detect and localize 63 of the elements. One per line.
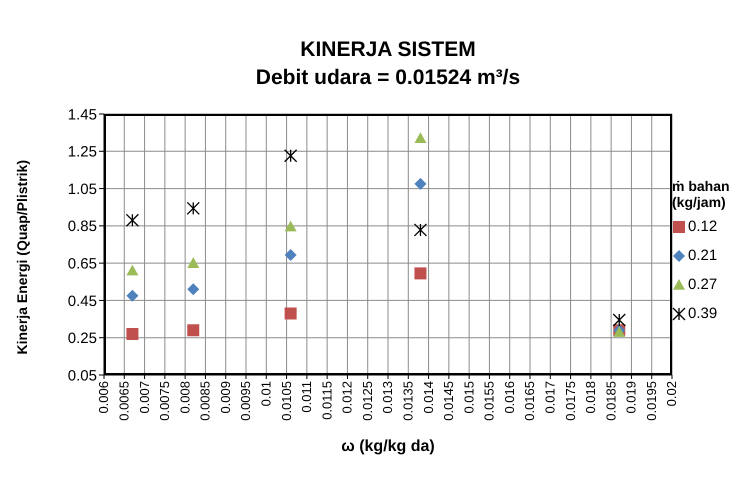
- x-tick-label: 0.0115: [319, 381, 334, 420]
- y-tick-label: 0.45: [68, 292, 97, 310]
- point: [284, 248, 297, 261]
- point: [612, 313, 626, 327]
- x-tick-label: 0.019: [624, 381, 639, 414]
- x-tick-label: 0.0175: [562, 381, 578, 421]
- x-tick-label: 0.0105: [278, 381, 294, 421]
- y-tick-label: 1.25: [68, 144, 97, 161]
- y-axis-title: Kinerja Energi (Quap/Plistrik): [14, 160, 30, 354]
- point: [414, 267, 426, 280]
- x-tick-label: 0.014: [420, 381, 436, 414]
- x-tick-label: 0.0135: [400, 381, 416, 421]
- point: [284, 149, 298, 162]
- x-tick-label: 0.012: [340, 381, 355, 414]
- y-tick-label: 1.05: [68, 180, 97, 198]
- x-tick-label: 0.02: [664, 381, 680, 406]
- x-tick-label: 0.007: [136, 381, 152, 414]
- y-tick-label: 0.85: [68, 218, 97, 236]
- y-tick-label: 0.65: [68, 255, 97, 272]
- x-tick-label: 0.017: [542, 381, 558, 414]
- x-axis-title: ω (kg/kg da): [341, 438, 435, 455]
- legend-label: 0.39: [688, 305, 718, 322]
- y-tick-label: 0.25: [68, 330, 97, 348]
- x-tick-label: 0.011: [299, 381, 314, 413]
- x-tick-label: 0.009: [218, 381, 233, 414]
- point: [126, 264, 138, 276]
- point: [284, 307, 297, 320]
- point: [187, 324, 200, 336]
- point: [414, 132, 426, 144]
- x-tick-label: 0.016: [502, 381, 517, 414]
- legend-label: 0.12: [688, 218, 718, 235]
- point: [126, 214, 140, 227]
- point: [414, 223, 428, 237]
- x-tick-label: 0.0185: [603, 381, 618, 421]
- point: [414, 178, 426, 190]
- x-tick-label: 0.008: [177, 381, 192, 414]
- legend-label: 0.21: [688, 247, 718, 264]
- x-tick-label: 0.0195: [644, 381, 659, 421]
- point: [284, 220, 297, 232]
- y-tick-label: 0.05: [68, 367, 97, 384]
- x-tick-label: 0.0085: [198, 381, 213, 421]
- x-tick-label: 0.0095: [238, 381, 254, 421]
- x-tick-label: 0.0075: [157, 381, 172, 421]
- x-tick-label: 0.01: [258, 381, 274, 406]
- y-tick-label: 1.45: [68, 106, 97, 124]
- x-tick-label: 0.006: [96, 381, 112, 414]
- x-tick-label: 0.0165: [522, 381, 538, 421]
- x-tick-label: 0.0155: [482, 381, 497, 421]
- point: [187, 283, 200, 296]
- point: [126, 290, 138, 302]
- x-tick-label: 0.0125: [360, 381, 375, 421]
- legend-title: ṁ bahan (kg/jam): [672, 178, 731, 210]
- x-tick-label: 0.018: [583, 381, 598, 414]
- x-tick-label: 0.013: [380, 381, 396, 414]
- chart-title: KINERJA SISTEM: [299, 37, 477, 63]
- point: [187, 257, 200, 268]
- point: [126, 328, 138, 340]
- x-tick-label: 0.0145: [441, 381, 456, 421]
- point: [186, 202, 200, 215]
- x-tick-label: 0.0065: [116, 381, 132, 421]
- legend-label: 0.27: [688, 276, 718, 293]
- chart-subtitle: Debit udara = 0.01524 m³/s: [254, 65, 522, 91]
- x-tick-label: 0.015: [461, 381, 476, 414]
